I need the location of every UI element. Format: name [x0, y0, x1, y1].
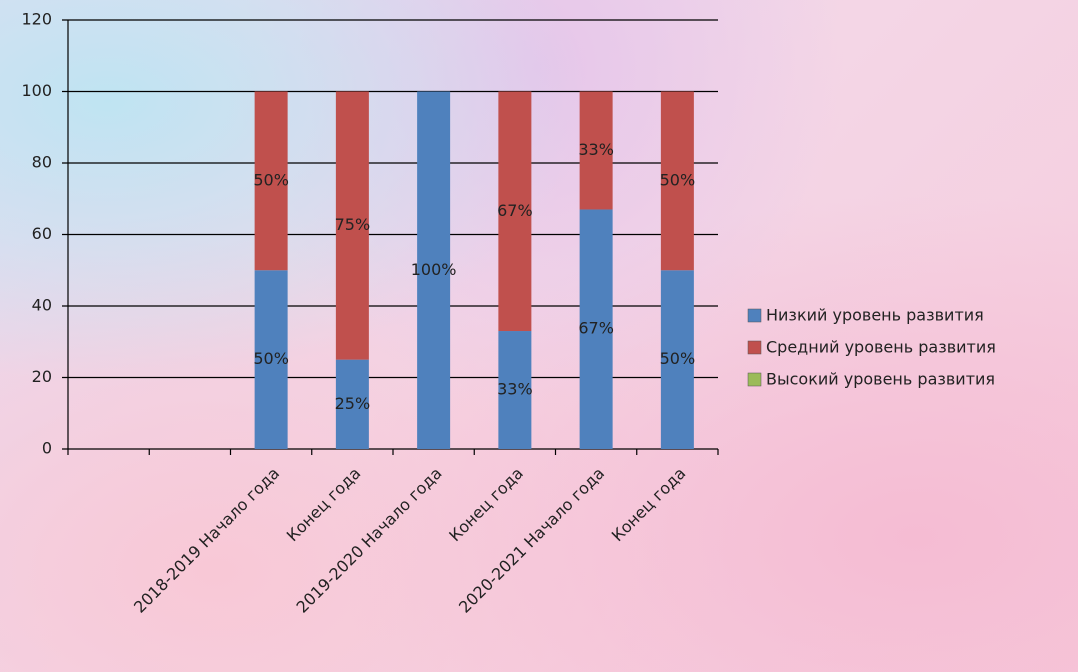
- bar-segment: [335, 359, 369, 449]
- legend-label: Низкий уровень развития: [766, 306, 984, 325]
- value-label: 33%: [578, 140, 614, 159]
- y-tick-label: 0: [42, 439, 52, 458]
- legend-swatch: [747, 372, 762, 387]
- bar-segment: [660, 91, 694, 271]
- bar-segment: [660, 270, 694, 449]
- value-label: 50%: [253, 170, 289, 189]
- value-label: 67%: [497, 201, 533, 220]
- value-label: 25%: [335, 394, 371, 413]
- value-label: 67%: [578, 319, 614, 338]
- bar-segment: [254, 91, 288, 271]
- value-label: 75%: [335, 215, 371, 234]
- value-label: 33%: [497, 380, 533, 399]
- y-tick-label: 40: [32, 296, 52, 315]
- legend-label: Высокий уровень развития: [766, 370, 995, 389]
- legend-label: Средний уровень развития: [766, 338, 996, 357]
- x-tick-label: 2020-2021 Начало года: [455, 464, 608, 617]
- y-tick-label: 120: [21, 10, 52, 29]
- bar-segment: [498, 91, 532, 332]
- value-label: 50%: [660, 170, 696, 189]
- legend-swatch: [747, 308, 762, 323]
- y-tick-label: 100: [21, 81, 52, 100]
- bar-segment: [579, 91, 613, 210]
- value-label: 50%: [253, 349, 289, 368]
- legend-swatch: [747, 340, 762, 355]
- bar-segment: [498, 331, 532, 449]
- value-label: 50%: [660, 349, 696, 368]
- x-tick-label: Конец года: [608, 464, 690, 546]
- x-tick-label: Конец года: [283, 464, 365, 546]
- bar-segment: [254, 270, 288, 449]
- bar-segment: [579, 209, 613, 449]
- bar-segment: [335, 91, 369, 360]
- value-label: 100%: [411, 260, 457, 279]
- x-tick-label: 2018-2019 Начало года: [130, 464, 283, 617]
- x-tick-label: 2019-2020 Начало года: [293, 464, 446, 617]
- bar-segment: [417, 91, 451, 449]
- y-tick-label: 60: [32, 224, 52, 243]
- y-tick-label: 80: [32, 153, 52, 172]
- y-tick-label: 20: [32, 367, 52, 386]
- x-tick-label: Конец года: [445, 464, 527, 546]
